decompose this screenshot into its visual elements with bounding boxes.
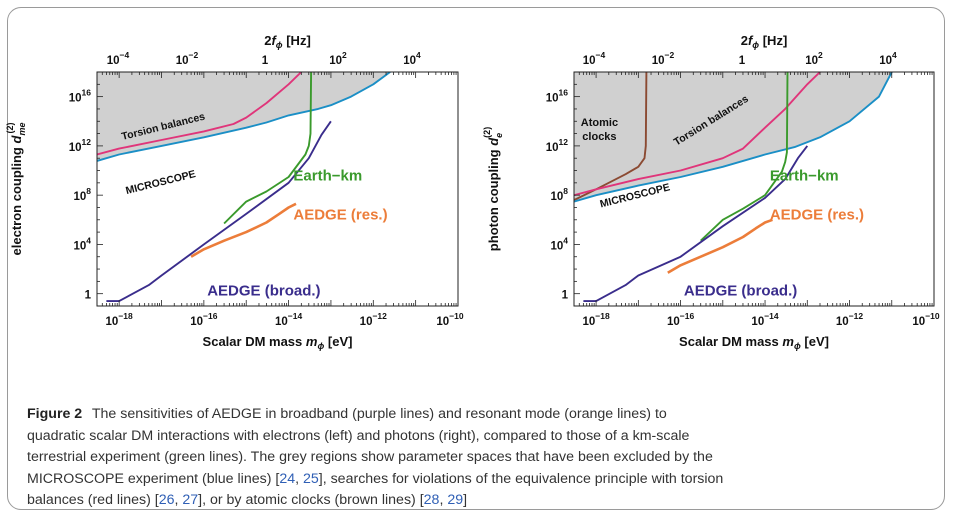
- series-line-aedge-res: [667, 218, 773, 274]
- caption-text-1: The sensitivities of AEDGE in broadband …: [91, 406, 667, 422]
- caption-sep: ,: [439, 492, 448, 508]
- caption-line-1: Figure 2 The sensitivities of AEDGE in b…: [27, 404, 927, 426]
- top-tick-label: 104: [403, 50, 421, 67]
- citation-link[interactable]: 24: [279, 470, 296, 487]
- series-line-aedge-res: [190, 202, 297, 258]
- citation-link[interactable]: 26: [158, 492, 175, 508]
- y-axis-title: electron coupling dme(2): [5, 123, 27, 256]
- y-tick-label: 108: [73, 186, 91, 203]
- citation-link[interactable]: 28: [423, 492, 440, 508]
- x-tick-label: 10−18: [106, 311, 133, 328]
- top-axis-title: 2fϕ [Hz]: [264, 33, 311, 50]
- annotation-earth-km: Earth−km: [293, 167, 362, 184]
- annotation-atomic-clocks: Atomic clocks: [581, 117, 618, 143]
- x-tick-label: 10−16: [190, 311, 217, 328]
- caption-text-5a: balances (red lines) [: [27, 492, 159, 508]
- caption-text-4b: ], searches for violations of the equiva…: [318, 470, 724, 487]
- caption-text-4a: MICROSCOPE experiment (blue lines) [: [27, 470, 280, 487]
- x-tick-label: 10−14: [275, 311, 302, 328]
- top-axis-title: 2fϕ [Hz]: [741, 33, 788, 50]
- chart-photon-coupling: 10−18 10−16 10−14 10−12 10−10 10−4 10−2 1 102 104…: [482, 33, 940, 351]
- citation-link[interactable]: 27: [182, 492, 199, 508]
- top-tick-label: 10−4: [107, 50, 130, 67]
- series-line-microscope: [574, 72, 893, 203]
- x-axis-title: Scalar DM mass mϕ [eV]: [679, 334, 829, 351]
- annotation-aedge-res: AEDGE (res.): [770, 206, 864, 223]
- series-line-aedge-broad: [583, 145, 809, 303]
- top-tick-label: 10−2: [652, 50, 675, 67]
- annotation-aedge-broad: AEDGE (broad.): [207, 283, 320, 300]
- x-tick-label: 10−16: [667, 311, 694, 328]
- annotation-aedge-res: AEDGE (res.): [293, 206, 387, 223]
- x-tick-label: 10−12: [360, 311, 387, 328]
- citation-link[interactable]: 25: [302, 470, 319, 487]
- top-tick-label: 10−2: [176, 50, 199, 67]
- series-line-earth-km: [223, 72, 313, 225]
- plot-area: [97, 72, 458, 303]
- y-tick-label: 104: [550, 235, 568, 252]
- top-tick-label: 102: [329, 50, 347, 67]
- top-tick-label: 102: [805, 50, 823, 67]
- caption-line-2: quadratic scalar DM interactions with el…: [27, 427, 690, 444]
- caption-line-5: balances (red lines) [26, 27], or by ato…: [27, 490, 927, 512]
- plot-frame: [573, 71, 935, 307]
- series-line-aedge-broad: [106, 120, 332, 303]
- top-tick-label: 1: [262, 55, 269, 67]
- x-tick-label: 10−18: [582, 311, 609, 328]
- y-tick-label: 1016: [69, 88, 92, 105]
- y-tick-label: 1012: [69, 137, 92, 154]
- top-tick-label: 10−4: [583, 50, 606, 67]
- top-tick-label: 104: [879, 50, 897, 67]
- x-tick-label: 10−12: [836, 311, 863, 328]
- y-tick-label: 108: [550, 186, 568, 203]
- excluded-region: [574, 72, 934, 202]
- caption-text-5c: ]: [463, 492, 468, 508]
- x-tick-label: 10−14: [751, 311, 778, 328]
- x-tick-label: 10−10: [912, 311, 939, 328]
- figure-caption: Figure 2 The sensitivities of AEDGE in b…: [27, 404, 927, 512]
- citation-link[interactable]: 29: [447, 492, 464, 508]
- caption-label: Figure 2: [27, 406, 83, 422]
- annotation-earth-km: Earth−km: [770, 167, 839, 184]
- plot-frame: [96, 71, 459, 307]
- series-line-earth-km: [700, 72, 789, 242]
- chart-electron-coupling: 10−18 10−16 10−14 10−12 10−10 10−4 10−2 1 102 104…: [5, 33, 464, 351]
- plot-area: [574, 72, 934, 303]
- caption-sep: ,: [174, 492, 183, 508]
- top-tick-label: 1: [739, 55, 746, 67]
- y-tick-label: 1: [562, 290, 569, 302]
- caption-sep: ,: [295, 470, 303, 487]
- y-tick-label: 1: [85, 290, 92, 302]
- x-tick-label: 10−10: [436, 311, 463, 328]
- series-line-microscope: [97, 72, 391, 162]
- caption-line-4: MICROSCOPE experiment (blue lines) [24, …: [27, 469, 927, 491]
- y-tick-label: 1012: [546, 137, 569, 154]
- annotation-microscope: MICROSCOPE: [124, 168, 197, 197]
- caption-line-3: terrestrial experiment (green lines). Th…: [27, 449, 713, 465]
- series-line-torsion-balances: [97, 72, 302, 156]
- y-axis-title: photon coupling de(2): [482, 127, 504, 251]
- caption-text-5b: ], or by atomic clocks (brown lines) [: [198, 492, 424, 508]
- excluded-region: [97, 72, 458, 161]
- series-line-torsion-balances: [574, 72, 821, 197]
- x-axis-title: Scalar DM mass mϕ [eV]: [203, 334, 353, 351]
- annotation-aedge-broad: AEDGE (broad.): [684, 283, 797, 300]
- y-tick-label: 1016: [546, 88, 569, 105]
- y-tick-label: 104: [73, 235, 91, 252]
